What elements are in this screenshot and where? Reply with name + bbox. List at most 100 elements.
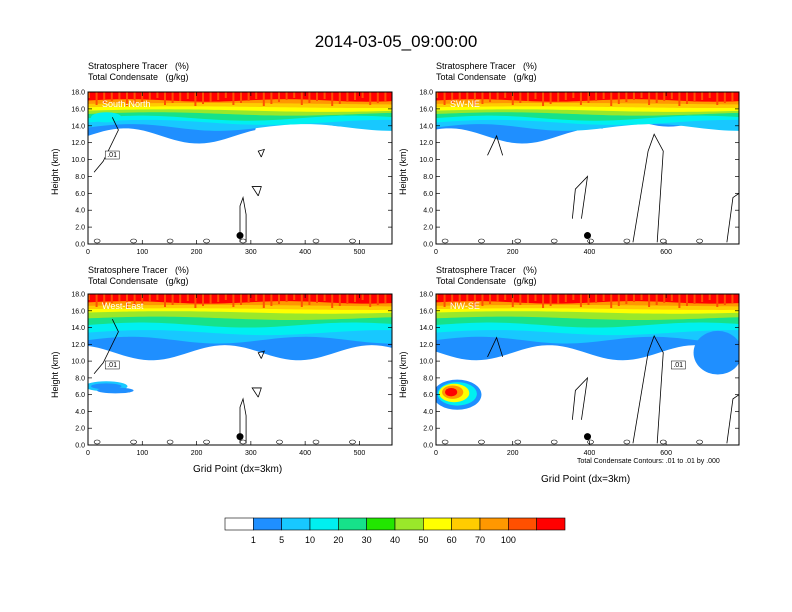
y-tick-label: 14.0 <box>419 123 433 130</box>
contour-line <box>632 334 664 444</box>
contour-line <box>487 336 504 358</box>
tracer-streak <box>293 294 296 300</box>
contour-line <box>726 193 739 243</box>
tracer-streak <box>731 294 734 303</box>
tracer-streak <box>384 294 387 303</box>
panel-frame <box>87 91 393 245</box>
tracer-streak <box>164 92 166 105</box>
tracer-streak <box>278 92 280 102</box>
tracer-streak <box>88 92 90 98</box>
tracer-streak <box>519 92 522 103</box>
tracer-streak <box>534 92 537 99</box>
tracer-streak <box>458 92 461 101</box>
tracer-streak <box>723 294 726 305</box>
tracer-streak <box>278 294 280 304</box>
contour-small <box>587 439 594 445</box>
colorbar-label: 60 <box>447 535 457 545</box>
y-tick-label: 2.0 <box>75 426 85 433</box>
contour-line <box>257 148 265 158</box>
x-axis-title-nw-se: Grid Point (dx=3km) <box>541 474 631 485</box>
tracer-streak <box>126 92 128 106</box>
tracer-streak <box>354 92 356 100</box>
tracer-streak <box>194 294 197 308</box>
tracer-streak <box>110 92 113 101</box>
contour-small <box>312 238 320 244</box>
tracer-streak <box>496 294 499 302</box>
tracer-streak <box>678 294 681 308</box>
tracer-streak <box>655 294 658 305</box>
contour-small <box>276 238 283 244</box>
contour-small <box>659 238 667 244</box>
tracer-streak <box>224 294 227 300</box>
cloud-blob-right <box>693 330 739 375</box>
contour-small <box>130 238 137 244</box>
contour-small <box>478 238 485 244</box>
contour-line <box>251 186 262 197</box>
tracer-streak <box>610 92 613 106</box>
contour-small <box>587 238 594 244</box>
tracer-streak <box>436 294 438 300</box>
colorbar: 1 5 10 20 30 40 50 60 70 100 <box>224 517 566 545</box>
tracer-streak <box>202 92 204 104</box>
contour-small <box>239 439 247 445</box>
tracer-streak <box>171 92 174 103</box>
panel-title-south-north: Stratosphere Tracer (%) Total Condensate… <box>88 61 189 83</box>
tracer-streak <box>247 92 250 101</box>
tracer-streak <box>451 294 454 305</box>
tracer-streak <box>693 92 696 102</box>
location-marker <box>236 433 244 441</box>
contour-small <box>130 439 137 445</box>
tracer-streak <box>95 92 98 105</box>
panel-label: NW-SE <box>450 301 480 311</box>
tracer-streak <box>716 92 719 105</box>
x-tick-label: 600 <box>660 450 672 457</box>
y-tick-label: 18.0 <box>419 90 433 97</box>
y-tick-label: 6.0 <box>75 191 85 198</box>
tracer-streak <box>323 92 326 99</box>
tracer-streak <box>209 294 212 304</box>
colorbar-swatch <box>366 517 396 531</box>
contour-small <box>696 238 703 244</box>
y-tick-label: 6.0 <box>75 392 85 399</box>
tracer-streak <box>247 294 250 303</box>
tracer-streak <box>685 294 688 306</box>
tracer-streak <box>369 294 372 307</box>
tracer-streak <box>542 92 545 106</box>
x-tick-label: 400 <box>299 249 311 256</box>
tracer-streak <box>701 294 704 302</box>
colorbar-swatch <box>281 517 311 531</box>
y-tick-label: 16.0 <box>419 106 433 113</box>
y-tick-label: 8.0 <box>423 174 433 181</box>
tracer-streak <box>557 92 560 102</box>
tracer-streak <box>534 294 537 301</box>
colorbar-label: 1 <box>251 535 256 545</box>
tracer-streak <box>481 294 484 306</box>
tracer-streak <box>640 92 643 98</box>
tracer-streak <box>579 92 582 105</box>
colorbar-swatch <box>338 517 367 531</box>
tracer-streak <box>141 92 144 102</box>
title-line-condensate: Total Condensate (g/kg) <box>88 276 189 286</box>
tracer-streak <box>519 294 522 305</box>
colorbar-swatch <box>224 517 254 531</box>
x-tick-label: 0 <box>86 450 90 457</box>
tracer-streak <box>504 294 507 300</box>
x-tick-label: 200 <box>507 249 519 256</box>
y-tick-label: 4.0 <box>75 409 85 416</box>
panel-sw-ne: SW-NE 0.0 2.0 4.0 6.0 8.0 10.0 12.0 14.0 16.0 18.0… <box>419 90 740 256</box>
tracer-streak <box>632 92 635 100</box>
tracer-streak <box>148 294 151 302</box>
x-tick-label: 400 <box>584 249 596 256</box>
tracer-streak <box>557 294 560 304</box>
tracer-streak <box>369 92 372 105</box>
x-tick-label: 200 <box>191 450 203 457</box>
tracer-streak <box>473 294 476 308</box>
tracer-streak <box>118 294 121 301</box>
y-tick-label: 6.0 <box>423 191 433 198</box>
panel-frame <box>87 293 393 446</box>
tracer-streak <box>338 294 341 306</box>
tracer-streak <box>323 294 326 301</box>
y-tick-label: 6.0 <box>423 392 433 399</box>
title-line-tracer: Stratosphere Tracer (%) <box>436 265 538 275</box>
x-axis-title-west-east: Grid Point (dx=3km) <box>193 464 283 475</box>
